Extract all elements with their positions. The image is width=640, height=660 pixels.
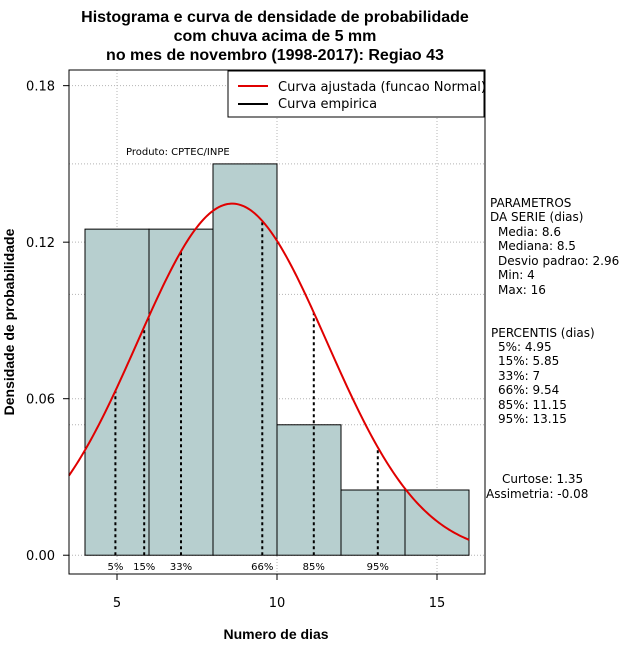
percentile-label-0: 5%	[107, 562, 123, 573]
legend-label-normal: Curva ajustada (funcao Normal)	[278, 80, 486, 95]
x-axis-label: Numero de dias	[223, 626, 328, 642]
histogram-bar-4	[340, 489, 406, 556]
histogram-bar-2	[212, 163, 278, 556]
percentis-5: 5%: 4.95	[498, 340, 552, 354]
percentis-33: 33%: 7	[498, 369, 540, 383]
parametros-desvio: Desvio padrao: 2.96	[498, 254, 619, 268]
parametros-media: Media: 8.6	[498, 225, 561, 239]
parametros-max: Max: 16	[498, 283, 546, 297]
stats-assimetria: Assimetria: -0.08	[486, 487, 588, 501]
percentile-lines: 5% 15% 33% 66% 85% 95%	[107, 220, 389, 573]
x-tick-label-1: 10	[269, 596, 286, 611]
percentile-label-2: 33%	[170, 562, 192, 573]
histogram-bar-0	[84, 228, 150, 556]
normal-fit-curve	[68, 202, 470, 541]
y-tick-label-1: 0.06	[26, 393, 55, 408]
axis-ticks: 5 10 15 0.00 0.06 0.12 0.18	[26, 80, 445, 611]
legend-label-empirica: Curva empirica	[278, 97, 377, 112]
histogram-bar-3	[276, 424, 342, 556]
chart-title-line-1: Histograma e curva de densidade de proba…	[81, 9, 469, 26]
percentis-66: 66%: 9.54	[498, 383, 559, 397]
chart-title-line-3: no mes de novembro (1998-2017): Regiao 4…	[106, 47, 444, 64]
percentile-label-3: 66%	[251, 562, 273, 573]
y-axis-label: Densidade de probabilidade	[1, 228, 17, 415]
product-label: Produto: CPTEC/INPE	[126, 147, 230, 158]
y-tick-label-0: 0.00	[26, 549, 55, 564]
stats-block: Curtose: 1.35 Assimetria: -0.08	[486, 472, 588, 501]
legend-box	[227, 70, 485, 118]
parametros-min: Min: 4	[498, 268, 535, 282]
percentile-label-1: 15%	[133, 562, 155, 573]
legend: Curva ajustada (funcao Normal) Curva emp…	[227, 70, 486, 118]
parametros-mediana: Mediana: 8.5	[498, 239, 576, 253]
parametros-header-2: DA SERIE (dias)	[490, 210, 583, 224]
percentis-85: 85%: 11.15	[498, 398, 567, 412]
chart-title-line-2: com chuva acima de 5 mm	[174, 28, 377, 45]
parametros-block: PARAMETROS DA SERIE (dias) Media: 8.6 Me…	[490, 196, 619, 297]
percentile-label-5: 95%	[367, 562, 389, 573]
parametros-header-1: PARAMETROS	[490, 196, 571, 210]
x-tick-label-0: 5	[113, 596, 121, 611]
percentis-95: 95%: 13.15	[498, 412, 567, 426]
x-tick-label-2: 15	[429, 596, 446, 611]
percentis-15: 15%: 5.85	[498, 354, 559, 368]
y-tick-label-3: 0.18	[26, 80, 55, 95]
percentis-block: PERCENTIS (dias) 5%: 4.95 15%: 5.85 33%:…	[491, 326, 595, 426]
percentile-label-4: 85%	[303, 562, 325, 573]
stats-curtose: Curtose: 1.35	[502, 472, 583, 486]
y-tick-label-2: 0.12	[26, 236, 55, 251]
percentis-header: PERCENTIS (dias)	[491, 326, 595, 340]
